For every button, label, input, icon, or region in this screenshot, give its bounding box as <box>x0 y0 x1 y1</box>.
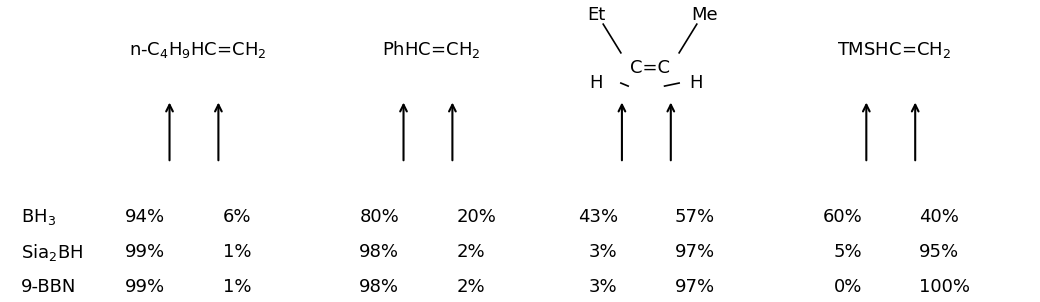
Text: 43%: 43% <box>577 208 618 226</box>
Text: TMSHC=CH$_2$: TMSHC=CH$_2$ <box>837 40 952 60</box>
Text: 20%: 20% <box>457 208 496 226</box>
Text: 9-BBN: 9-BBN <box>21 278 76 296</box>
Text: 2%: 2% <box>457 278 486 296</box>
Text: BH$_3$: BH$_3$ <box>21 207 56 227</box>
Text: n-C$_4$H$_9$HC=CH$_2$: n-C$_4$H$_9$HC=CH$_2$ <box>129 40 266 60</box>
Text: 98%: 98% <box>360 278 399 296</box>
Text: PhHC=CH$_2$: PhHC=CH$_2$ <box>383 39 480 60</box>
Text: 60%: 60% <box>823 208 862 226</box>
Text: 1%: 1% <box>223 243 251 261</box>
Text: 6%: 6% <box>223 208 251 226</box>
Text: Et: Et <box>587 6 605 24</box>
Text: 1%: 1% <box>223 278 251 296</box>
Text: 80%: 80% <box>360 208 399 226</box>
Text: H: H <box>690 74 703 92</box>
Text: 94%: 94% <box>125 208 165 226</box>
Text: Sia$_2$BH: Sia$_2$BH <box>21 242 83 263</box>
Text: 99%: 99% <box>125 243 165 261</box>
Text: Me: Me <box>691 6 718 24</box>
Text: 57%: 57% <box>675 208 716 226</box>
Text: 3%: 3% <box>589 243 618 261</box>
Text: 97%: 97% <box>675 278 716 296</box>
Text: 5%: 5% <box>833 243 862 261</box>
Text: 98%: 98% <box>360 243 399 261</box>
Text: 97%: 97% <box>675 243 716 261</box>
Text: C=C: C=C <box>630 59 670 77</box>
Text: 40%: 40% <box>919 208 959 226</box>
Text: 95%: 95% <box>919 243 960 261</box>
Text: 3%: 3% <box>589 278 618 296</box>
Text: 0%: 0% <box>834 278 862 296</box>
Text: 100%: 100% <box>919 278 970 296</box>
Text: 99%: 99% <box>125 278 165 296</box>
Text: 2%: 2% <box>457 243 486 261</box>
Text: H: H <box>590 74 603 92</box>
